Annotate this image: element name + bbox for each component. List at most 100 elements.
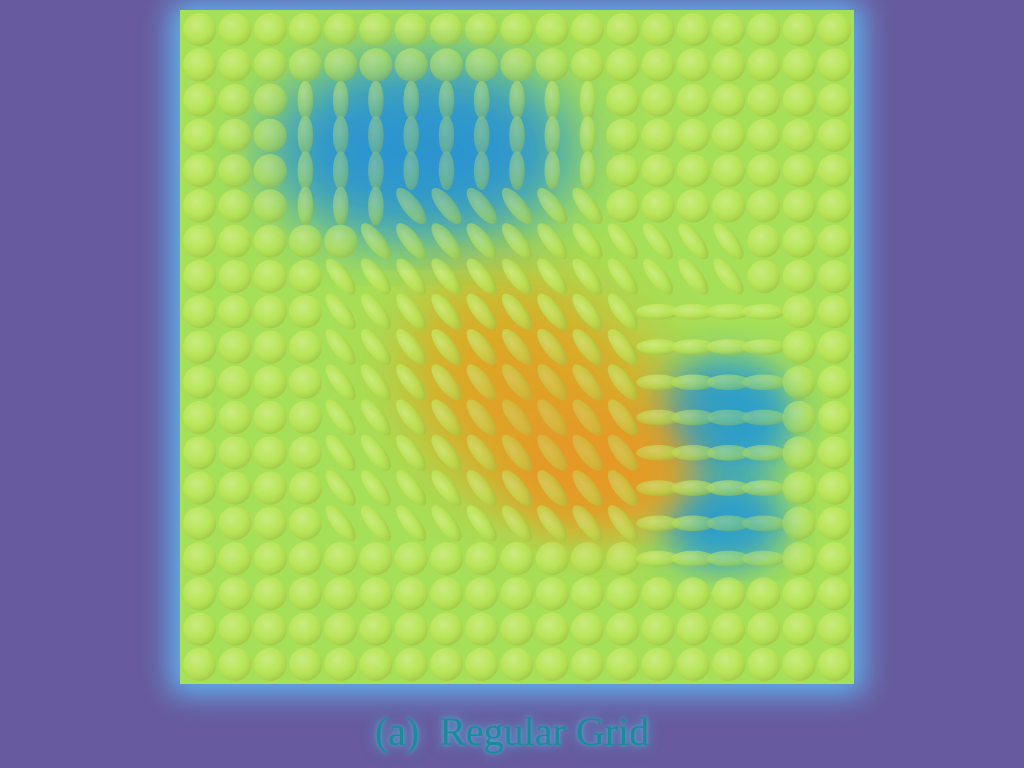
grid-blob-shade [465,612,499,646]
grid-blob-shade [288,506,322,540]
grid-blob-shade [607,364,638,401]
grid-blob-shade [782,365,816,399]
grid-blob-shade [466,434,497,471]
grid-blob-shade [747,189,781,223]
grid-blob-shade [429,542,464,576]
grid-blob-shade [429,13,464,47]
grid-blob-shade [500,577,534,611]
grid-blob-shade [324,224,358,258]
grid-blob-shade [570,13,605,47]
grid-blob-shade [253,259,287,294]
grid-blob-shade [325,364,356,401]
grid-blob-shade [641,612,675,646]
grid-blob-shade [782,224,816,258]
grid-blob-shade [183,13,217,47]
grid-blob-shade [324,542,358,576]
caption-text: Regular Grid [439,708,650,754]
grid-blob-shade [396,434,427,471]
grid-blob-shade [360,223,391,260]
grid-blob-shade [570,577,605,611]
grid-blob-shade [676,647,710,682]
grid-blob-shade [782,295,816,329]
grid-blob-shade [324,13,358,47]
grid-blob-shade [606,612,640,646]
grid-blob-shade [641,577,675,611]
grid-blob-shade [325,470,356,507]
grid-blob-shade [253,224,287,258]
grid-blob-shade [253,612,287,646]
grid-blob-shade [500,647,534,682]
grid-blob-shade [183,48,217,82]
grid-blob-shade [606,13,640,47]
grid-blob-shade [324,48,358,82]
grid-blob-shade [253,118,287,152]
grid-blob-shade [396,258,427,295]
grid-blob-shade [712,577,746,611]
grid-blob-shade [535,542,569,576]
grid-blob-shade [253,295,287,329]
grid-blob-shade [359,542,393,576]
grid-blob-shade [253,83,287,117]
grid-blob-shade [782,259,816,294]
grid-blob-shade [570,48,605,82]
grid-blob-shade [572,223,603,260]
grid-blob-shade [288,612,322,646]
grid-blob-shade [606,154,640,188]
grid-blob-shade [394,577,428,611]
grid-blob-shade [676,83,710,117]
grid-blob-shade [183,330,217,364]
grid-blob-shade [466,470,497,507]
grid-blob-shade [712,48,746,82]
grid-blob-shade [429,612,464,646]
grid-blob-shade [676,612,710,646]
grid-blob-shade [396,293,427,330]
grid-blob-shade [817,48,852,82]
grid-blob-shade [183,365,217,399]
grid-blob-shade [218,647,252,682]
grid-blob-shade [537,223,568,260]
grid-blob-shade [325,293,356,330]
grid-blob-shade [359,13,393,47]
grid-blob-shade [747,259,781,294]
grid-blob-shade [360,328,391,366]
grid-blob-shade [429,647,464,682]
grid-blob-shade [676,13,710,47]
grid-blob-shade [676,154,710,188]
grid-blob-shade [782,506,816,540]
grid-blob-shade [465,48,499,82]
grid-blob-shade [431,399,462,436]
grid-blob-shade [817,400,852,435]
grid-blob-shade [325,399,356,436]
grid-blob-shade [782,577,816,611]
grid-blob-shade [394,542,428,576]
grid-blob-shade [465,647,499,682]
grid-blob-shade [676,189,710,223]
caption-label: (a) [374,708,420,754]
figure-caption: (a) Regular Grid [0,704,1024,758]
grid-blob-shade [817,83,852,117]
grid-blob-shade [817,365,852,399]
grid-blob-shade [636,303,680,320]
grid-blob-shade [641,83,675,117]
grid-blob-shade [218,542,252,576]
grid-blob-shade [183,542,217,576]
grid-blob-shade [431,258,462,295]
grid-blob-shade [253,48,287,82]
grid-blob-shade [712,13,746,47]
grid-blob-shade [253,189,287,223]
grid-blob-shade [817,189,852,223]
grid-blob-shade [431,223,462,260]
grid-blob-shade [636,550,680,567]
grid-blob-shade [782,118,816,152]
grid-blob-shade [782,400,816,435]
grid-blob-shade [431,293,462,330]
grid-blob-shade [636,374,680,391]
grid-blob-shade [606,577,640,611]
grid-blob-shade [325,258,356,295]
grid-blob-shade [288,577,322,611]
grid-blob-shade [218,259,252,294]
grid-blob-shade [741,480,786,496]
grid-blob-shade [782,83,816,117]
grid-blob-shade [817,471,852,505]
grid-blob-shade [394,647,428,682]
